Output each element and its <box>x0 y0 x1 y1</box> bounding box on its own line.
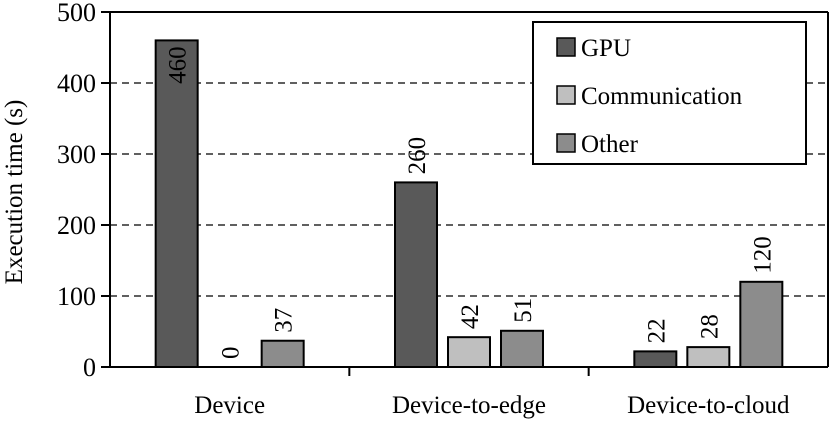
data-label: 37 <box>271 308 298 333</box>
bar <box>739 280 784 368</box>
data-label: 460 <box>165 46 192 84</box>
legend-swatch <box>556 85 576 105</box>
bar <box>686 346 731 368</box>
legend-label: Other <box>581 131 639 158</box>
bar <box>154 39 199 369</box>
legend: GPU Communication Other <box>532 21 807 165</box>
y-axis-label: Execution time (s) <box>1 100 28 285</box>
axes: 0 100 200 300 400 500 Device Device-to-edge Devi… <box>57 0 829 419</box>
data-labels: 460 0 37 260 42 51 22 28 120 <box>165 46 777 359</box>
data-label: 0 <box>218 347 245 360</box>
legend-label: GPU <box>581 35 631 62</box>
data-label: 260 <box>404 137 431 175</box>
y-tick-label: 300 <box>57 140 96 169</box>
y-tick-label: 100 <box>57 282 96 311</box>
data-label: 120 <box>749 236 776 274</box>
legend-box <box>532 21 807 165</box>
bar <box>260 339 305 369</box>
data-label: 42 <box>457 304 484 329</box>
data-label: 51 <box>510 298 537 323</box>
bar <box>394 181 438 368</box>
bars <box>154 39 784 369</box>
x-tick-label: Device-to-cloud <box>627 392 790 419</box>
y-tick-label: 500 <box>57 0 96 27</box>
legend-swatch <box>556 133 576 153</box>
x-tick-label: Device-to-edge <box>392 392 546 419</box>
y-tick-label: 0 <box>83 353 96 382</box>
data-label: 22 <box>643 318 670 343</box>
y-tick-label: 400 <box>57 69 96 98</box>
data-label: 28 <box>696 314 723 339</box>
bar <box>633 350 678 369</box>
legend-swatch <box>556 37 576 57</box>
x-tick-label: Device <box>194 392 265 419</box>
bar <box>500 329 544 369</box>
bar <box>447 336 491 368</box>
legend-label: Communication <box>581 83 743 110</box>
y-tick-label: 200 <box>57 211 96 240</box>
